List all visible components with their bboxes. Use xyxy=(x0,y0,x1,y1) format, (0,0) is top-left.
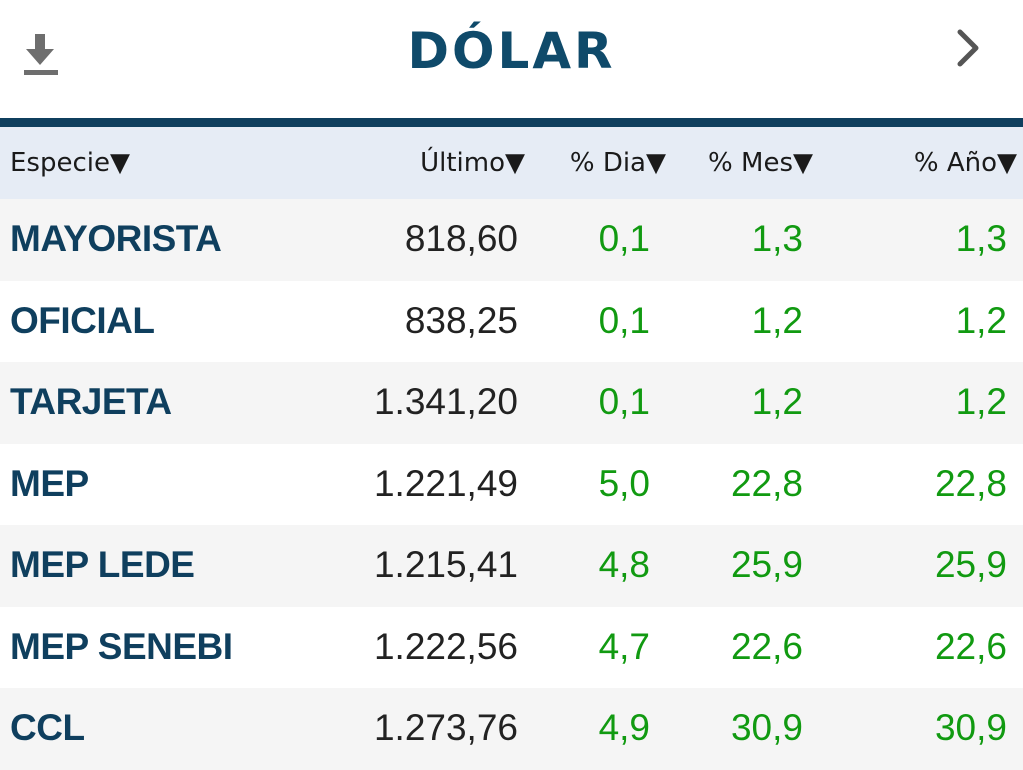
ultimo-cell: 1.222,56 xyxy=(373,625,518,667)
mes-cell: 1,2 xyxy=(751,381,803,422)
dia-cell: 0,1 xyxy=(598,381,650,422)
anio-cell: 1,3 xyxy=(955,218,1007,259)
ultimo-cell: 1.273,76 xyxy=(373,707,518,748)
anio-cell: 1,2 xyxy=(955,381,1007,422)
chevron-right-icon[interactable] xyxy=(952,28,984,68)
dia-cell: 4,7 xyxy=(598,625,650,667)
mes-cell: 22,8 xyxy=(730,462,803,504)
ultimo-cell: 1.215,41 xyxy=(373,544,518,585)
table-header: Especie▼ Último▼ % Dia▼ % Mes▼ % Año▼ xyxy=(0,127,1023,199)
table-row[interactable]: MEP LEDE 1.215,41 4,8 25,9 25,9 xyxy=(0,525,1023,607)
dia-cell: 5,0 xyxy=(598,462,650,504)
especie-cell: TARJETA xyxy=(10,381,172,422)
table-row[interactable]: OFICIAL 838,25 0,1 1,2 1,2 xyxy=(0,280,1023,362)
mes-cell: 25,9 xyxy=(730,544,803,585)
table-row[interactable]: MAYORISTA 818,60 0,1 1,3 1,3 xyxy=(0,199,1023,281)
download-icon[interactable] xyxy=(22,32,60,78)
column-header-ultimo[interactable]: Último▼ xyxy=(420,148,525,178)
column-header-especie[interactable]: Especie▼ xyxy=(10,148,130,178)
anio-cell: 25,9 xyxy=(934,544,1007,585)
mes-cell: 22,6 xyxy=(730,625,803,667)
dia-cell: 4,8 xyxy=(598,544,650,585)
anio-cell: 22,8 xyxy=(934,462,1007,504)
header: DÓLAR xyxy=(0,0,1023,118)
anio-cell: 30,9 xyxy=(934,707,1007,748)
ultimo-cell: 1.221,49 xyxy=(373,462,518,504)
table-body: MAYORISTA 818,60 0,1 1,3 1,3 OFICIAL 838… xyxy=(0,199,1023,770)
especie-cell: OFICIAL xyxy=(10,299,155,341)
mes-cell: 1,3 xyxy=(751,218,803,259)
especie-cell: CCL xyxy=(10,707,85,748)
ultimo-cell: 838,25 xyxy=(404,299,518,341)
mes-cell: 1,2 xyxy=(751,299,803,341)
column-header-anio[interactable]: % Año▼ xyxy=(913,148,1017,178)
table-row[interactable]: MEP 1.221,49 5,0 22,8 22,8 xyxy=(0,443,1023,525)
column-header-dia[interactable]: % Dia▼ xyxy=(569,148,666,178)
dia-cell: 0,1 xyxy=(598,218,650,259)
page-title: DÓLAR xyxy=(407,22,616,80)
table-row[interactable]: MEP SENEBI 1.222,56 4,7 22,6 22,6 xyxy=(0,606,1023,688)
mes-cell: 30,9 xyxy=(730,707,803,748)
anio-cell: 22,6 xyxy=(934,625,1007,667)
especie-cell: MEP LEDE xyxy=(10,544,195,585)
table-row[interactable]: TARJETA 1.341,20 0,1 1,2 1,2 xyxy=(0,362,1023,444)
ultimo-cell: 818,60 xyxy=(404,218,518,259)
especie-cell: MAYORISTA xyxy=(10,218,222,259)
ultimo-cell: 1.341,20 xyxy=(373,381,518,422)
header-divider xyxy=(0,118,1023,127)
column-header-mes[interactable]: % Mes▼ xyxy=(708,148,813,178)
especie-cell: MEP xyxy=(10,462,89,504)
dia-cell: 4,9 xyxy=(598,707,650,748)
anio-cell: 1,2 xyxy=(955,299,1007,341)
table-row[interactable]: CCL 1.273,76 4,9 30,9 30,9 xyxy=(0,688,1023,770)
dia-cell: 0,1 xyxy=(598,299,650,341)
especie-cell: MEP SENEBI xyxy=(10,625,233,667)
